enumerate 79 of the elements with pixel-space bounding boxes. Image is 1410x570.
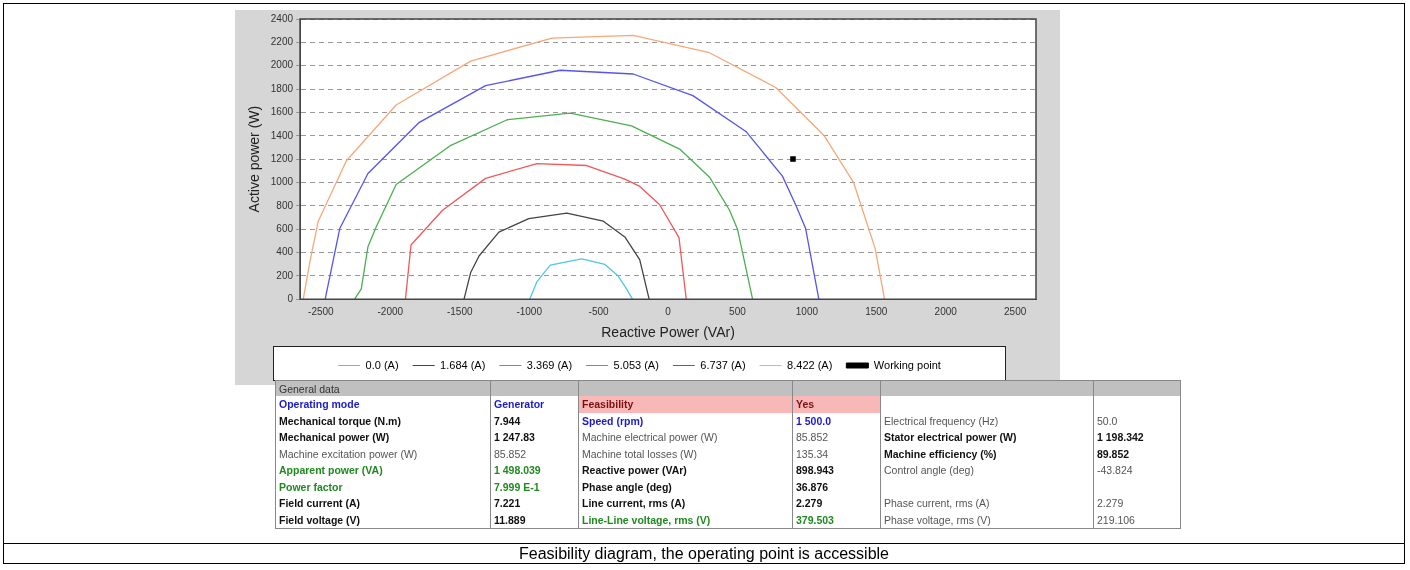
text: Feasibility diagram, the operating point is accessible bbox=[518, 545, 890, 563]
text: Machine electrical power (W) bbox=[582, 431, 718, 444]
text: 1 198.342 bbox=[1097, 431, 1144, 444]
text: 85.852 bbox=[796, 431, 829, 444]
y-tick-label: 0 bbox=[287, 292, 294, 304]
y-tick-label: 2400 bbox=[270, 12, 294, 24]
text: General data bbox=[275, 380, 491, 396]
text: Mechanical torque (N.m) bbox=[279, 414, 401, 427]
text: Stator electrical power (W) bbox=[884, 431, 1017, 444]
text: 1 247.83 bbox=[494, 431, 535, 444]
legend-label: 8.422 (A) bbox=[787, 358, 833, 371]
text: -43.824 bbox=[1097, 464, 1133, 477]
text: 7.221 bbox=[494, 497, 521, 510]
text: Machine total losses (W) bbox=[582, 447, 697, 460]
legend-label: 1.684 (A) bbox=[440, 358, 486, 371]
x-tick-label: -2500 bbox=[308, 305, 335, 317]
text: Phase angle (deg) bbox=[582, 480, 672, 493]
text: Phase current, rms (A) bbox=[884, 497, 990, 510]
y-tick-label: 1000 bbox=[270, 176, 294, 188]
x-tick-label: 2500 bbox=[1004, 305, 1027, 317]
y-tick-label: 1800 bbox=[270, 82, 294, 94]
text: 7.944 bbox=[494, 414, 521, 427]
x-tick-label: -1500 bbox=[446, 305, 473, 317]
text: Line-Line voltage, rms (V) bbox=[582, 513, 711, 526]
text: Reactive power (VAr) bbox=[582, 464, 687, 477]
legend-label: Working point bbox=[873, 358, 941, 371]
text: Machine excitation power (W) bbox=[279, 447, 418, 460]
text: Phase voltage, rms (V) bbox=[884, 513, 991, 526]
text: Field current (A) bbox=[279, 497, 361, 510]
text: Mechanical power (W) bbox=[279, 431, 390, 444]
x-tick-label: -500 bbox=[588, 305, 610, 317]
legend-label: 6.737 (A) bbox=[700, 358, 746, 371]
y-tick-label: 1200 bbox=[270, 152, 294, 164]
y-tick-label: 200 bbox=[276, 269, 294, 281]
text: Field voltage (V) bbox=[279, 513, 361, 526]
y-axis-title: Active power (W) bbox=[246, 105, 263, 213]
text: 11.889 bbox=[494, 513, 526, 526]
text: Power factor bbox=[279, 480, 343, 493]
text: 898.943 bbox=[796, 464, 834, 477]
text: Generator bbox=[494, 398, 545, 411]
y-tick-label: 1400 bbox=[270, 129, 294, 141]
text: Machine efficiency (%) bbox=[884, 447, 997, 460]
text: 89.852 bbox=[1097, 447, 1130, 460]
legend-label: 5.053 (A) bbox=[613, 358, 659, 371]
text: Yes bbox=[796, 398, 815, 411]
text: 219.106 bbox=[1097, 513, 1135, 526]
legend-label: 3.369 (A) bbox=[526, 358, 573, 371]
y-tick-label: 2200 bbox=[270, 36, 294, 48]
x-tick-label: 1000 bbox=[795, 305, 819, 317]
x-tick-label: 1500 bbox=[865, 305, 888, 317]
text: 1 500.0 bbox=[796, 414, 832, 427]
text: Operating mode bbox=[279, 398, 360, 411]
text: 2.279 bbox=[1097, 497, 1124, 510]
text: 379.503 bbox=[796, 513, 834, 526]
text: Speed (rpm) bbox=[582, 414, 644, 427]
text: Control angle (deg) bbox=[884, 464, 974, 477]
y-tick-label: 400 bbox=[276, 246, 294, 258]
x-tick-label: 500 bbox=[729, 305, 747, 317]
x-tick-label: 2000 bbox=[934, 305, 958, 317]
text: Apparent power (VA) bbox=[279, 464, 383, 477]
text: 2.279 bbox=[796, 497, 823, 510]
text: Electrical frequency (Hz) bbox=[884, 414, 999, 427]
y-tick-label: 1600 bbox=[270, 106, 294, 118]
legend-label: 0.0 (A) bbox=[365, 358, 399, 371]
text: 1 498.039 bbox=[494, 464, 541, 477]
y-tick-label: 2000 bbox=[270, 59, 294, 71]
text: 36.876 bbox=[796, 480, 829, 493]
x-axis-title: Reactive Power (VAr) bbox=[601, 324, 735, 341]
x-tick-label: -2000 bbox=[377, 305, 404, 317]
text: 135.34 bbox=[796, 447, 829, 460]
text: 50.0 bbox=[1097, 414, 1118, 427]
x-tick-label: -1000 bbox=[516, 305, 543, 317]
text: 85.852 bbox=[494, 447, 527, 460]
text: Feasibility bbox=[582, 398, 634, 411]
y-tick-label: 600 bbox=[276, 222, 294, 234]
y-tick-label: 800 bbox=[276, 199, 294, 211]
x-tick-label: 0 bbox=[665, 305, 672, 317]
text: Line current, rms (A) bbox=[582, 497, 686, 510]
text: 7.999 E-1 bbox=[494, 480, 540, 493]
